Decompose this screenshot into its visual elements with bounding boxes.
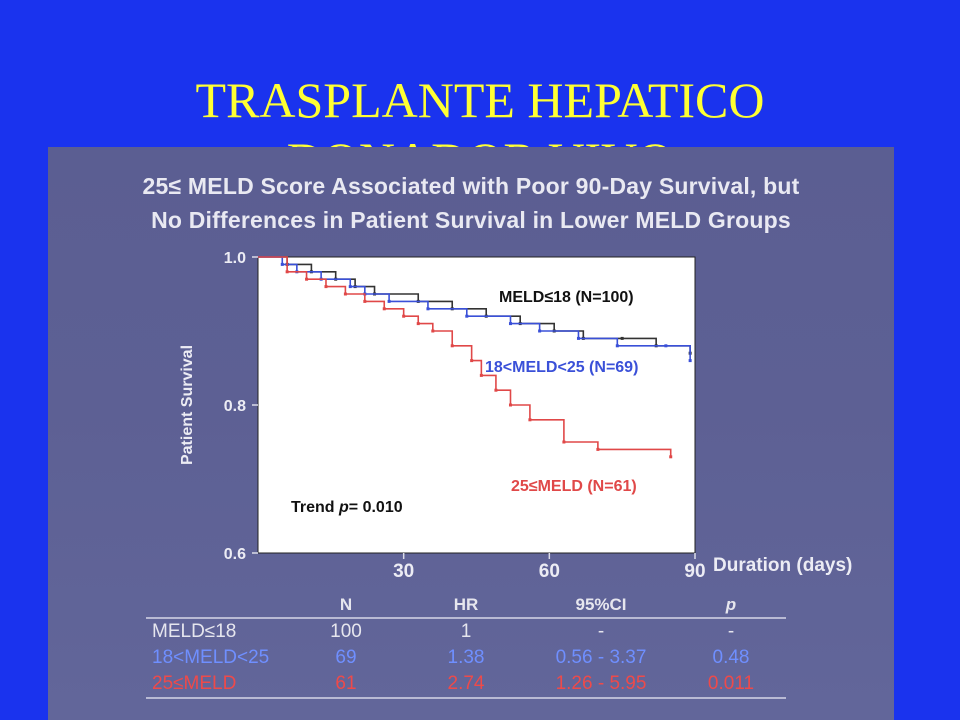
censor-mark-2 — [402, 314, 406, 318]
censor-mark-2 — [528, 418, 532, 422]
censor-mark-2 — [285, 270, 289, 274]
cell-hr: 1.38 — [447, 647, 485, 668]
cell-hr: 1 — [460, 621, 472, 642]
hazard-table: N HR 95%CI p MELD≤18 100 1 - - 18<MELD<2… — [146, 593, 786, 699]
series-label-meld-le-18: MELD≤18 (N=100) — [499, 289, 634, 306]
censor-mark-1 — [615, 344, 619, 348]
col-header-group — [146, 593, 286, 619]
y-tick-label: 1.0 — [224, 250, 246, 267]
chart-title: 25≤ MELD Score Associated with Poor 90-D… — [142, 173, 800, 199]
censor-mark-1 — [387, 299, 391, 303]
censor-mark-2 — [479, 373, 483, 377]
censor-mark-1 — [508, 322, 512, 326]
y-tick-label: 0.8 — [224, 398, 246, 415]
plot-area — [257, 256, 696, 554]
cell-ci: 0.56 - 3.37 — [555, 647, 647, 668]
col-header-hr: HR — [406, 593, 526, 619]
figure-panel: 25≤ MELD Score Associated with Poor 90-D… — [48, 147, 894, 720]
trend-annotation: Trend p= 0.010 — [291, 499, 403, 516]
cell-p: 0.48 — [712, 647, 750, 668]
trend-p: p — [338, 499, 349, 516]
censor-mark-0 — [620, 336, 624, 340]
censor-mark-2 — [470, 359, 474, 363]
y-tick-label: 0.6 — [224, 546, 246, 563]
censor-mark-2 — [450, 344, 454, 348]
censor-mark-2 — [596, 447, 600, 451]
x-axis-label: Duration (days) — [713, 555, 852, 576]
col-header-p: p — [676, 593, 786, 619]
series-line-1 — [258, 256, 691, 361]
col-header-ci: 95%CI — [526, 593, 676, 619]
censor-mark-2 — [343, 292, 347, 296]
cell-p: 0.011 — [676, 671, 786, 699]
slide-title-line-1: TRASPLANTE HEPATICO — [195, 72, 765, 128]
censor-mark-2 — [382, 307, 386, 311]
table-row: 25≤MELD 61 2.74 1.26 - 5.95 0.011 — [146, 671, 786, 699]
censor-mark-1 — [576, 336, 580, 340]
cell-hr: 2.74 — [406, 671, 526, 699]
trend-value: = 0.010 — [349, 499, 403, 516]
censor-mark-2 — [324, 285, 328, 289]
censor-mark-2 — [416, 322, 420, 326]
cell-group: 18<MELD<25 — [152, 647, 270, 668]
table-header-row: N HR 95%CI p — [146, 593, 786, 619]
censor-mark-1 — [280, 262, 284, 266]
censor-mark-1 — [688, 359, 692, 363]
cell-n: 100 — [330, 621, 362, 642]
censor-mark-2 — [669, 455, 673, 459]
cell-p: - — [727, 621, 735, 642]
series-label-meld-18-25: 18<MELD<25 (N=69) — [485, 359, 638, 376]
censor-mark-2 — [305, 277, 309, 281]
censor-mark-2 — [431, 329, 435, 333]
x-tick-label: 90 — [684, 561, 705, 582]
col-header-n: N — [286, 593, 406, 619]
survival-chart: 1.0 0.8 0.6 30 60 90 Patient Survival Durati… — [179, 250, 852, 582]
cell-group: MELD≤18 — [152, 621, 237, 642]
censor-mark-2 — [562, 440, 566, 444]
x-axis: 30 60 90 — [393, 553, 706, 582]
cell-group: 25≤MELD — [146, 671, 286, 699]
censor-mark-2 — [494, 388, 498, 392]
censor-mark-2 — [363, 299, 367, 303]
table-row: MELD≤18 100 1 - - — [146, 618, 786, 645]
cell-ci: - — [597, 621, 605, 642]
series-label-meld-ge-25: 25≤MELD (N=61) — [511, 478, 637, 495]
cell-ci: 1.26 - 5.95 — [526, 671, 676, 699]
table-row: 18<MELD<25 69 1.38 0.56 - 3.37 0.48 — [146, 645, 786, 671]
y-axis: 1.0 0.8 0.6 — [224, 250, 258, 563]
x-tick-label: 60 — [539, 561, 560, 582]
x-tick-label: 30 — [393, 561, 414, 582]
chart-subtitle: No Differences in Patient Survival in Lo… — [151, 207, 791, 233]
y-axis-label: Patient Survival — [179, 345, 196, 465]
cell-n: 61 — [286, 671, 406, 699]
series-layer — [258, 256, 692, 459]
censor-mark-1 — [538, 329, 542, 333]
censor-mark-2 — [508, 403, 512, 407]
censor-mark-1 — [664, 344, 668, 348]
cell-n: 69 — [335, 647, 357, 668]
censor-mark-1 — [465, 314, 469, 318]
trend-prefix: Trend — [291, 499, 339, 516]
censor-mark-1 — [426, 307, 430, 311]
censor-mark-1 — [348, 285, 352, 289]
